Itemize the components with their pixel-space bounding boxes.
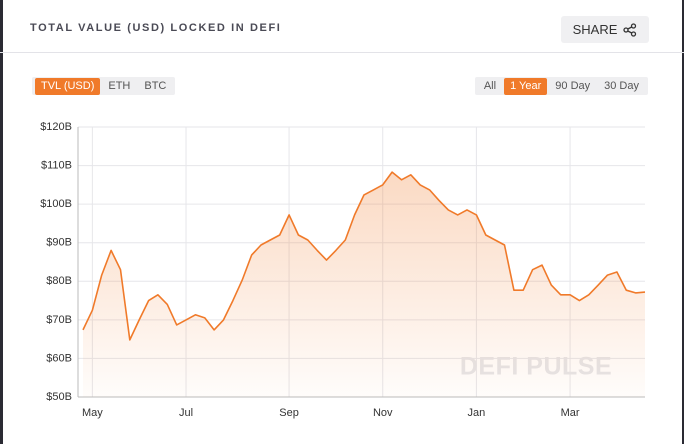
y-tick-label: $80B bbox=[46, 275, 72, 287]
edge bbox=[682, 0, 684, 444]
x-tick-label: Jan bbox=[468, 407, 486, 419]
x-tick-label: Sep bbox=[279, 407, 299, 419]
toggle-button[interactable]: 30 Day bbox=[604, 79, 639, 92]
share-icon bbox=[623, 22, 637, 37]
toggle-button[interactable]: 90 Day bbox=[555, 79, 591, 92]
toggle-button[interactable]: TVL (USD) bbox=[35, 77, 101, 95]
y-tick-label: $120B bbox=[40, 121, 72, 133]
line bbox=[82, 171, 646, 341]
divider bbox=[0, 52, 684, 53]
x-tick-label: Mar bbox=[561, 407, 580, 419]
y-tick-label: $100B bbox=[40, 198, 72, 210]
y-tick-label: $110B bbox=[41, 159, 72, 171]
toggle-button[interactable]: 1 Year bbox=[504, 77, 548, 95]
edge bbox=[0, 0, 3, 444]
y-tick-label: $50B bbox=[46, 391, 72, 403]
tab-group: TVL (USD) ETH BTC bbox=[32, 77, 176, 95]
y-tick-label: $60B bbox=[46, 352, 72, 364]
area bbox=[83, 172, 645, 397]
toggle-button[interactable]: ETH bbox=[108, 79, 131, 92]
share-button[interactable]: SHARE bbox=[561, 16, 649, 43]
toggle-button[interactable]: BTC bbox=[144, 79, 167, 92]
x-tick-label: May bbox=[82, 407, 103, 419]
y-tick-label: $90B bbox=[46, 237, 72, 249]
range-group: All 1 Year 90 Day 30 Day bbox=[474, 77, 648, 95]
y-tick-label: $70B bbox=[46, 314, 72, 326]
title: TOTAL VALUE (USD) LOCKED IN DEFI bbox=[30, 22, 282, 34]
share-label: SHARE bbox=[572, 22, 618, 37]
watermark: DEFI PULSE bbox=[460, 353, 612, 381]
x-tick-label: Jul bbox=[179, 407, 193, 419]
toggle-button[interactable]: All bbox=[483, 79, 497, 92]
x-tick-label: Nov bbox=[373, 407, 393, 419]
